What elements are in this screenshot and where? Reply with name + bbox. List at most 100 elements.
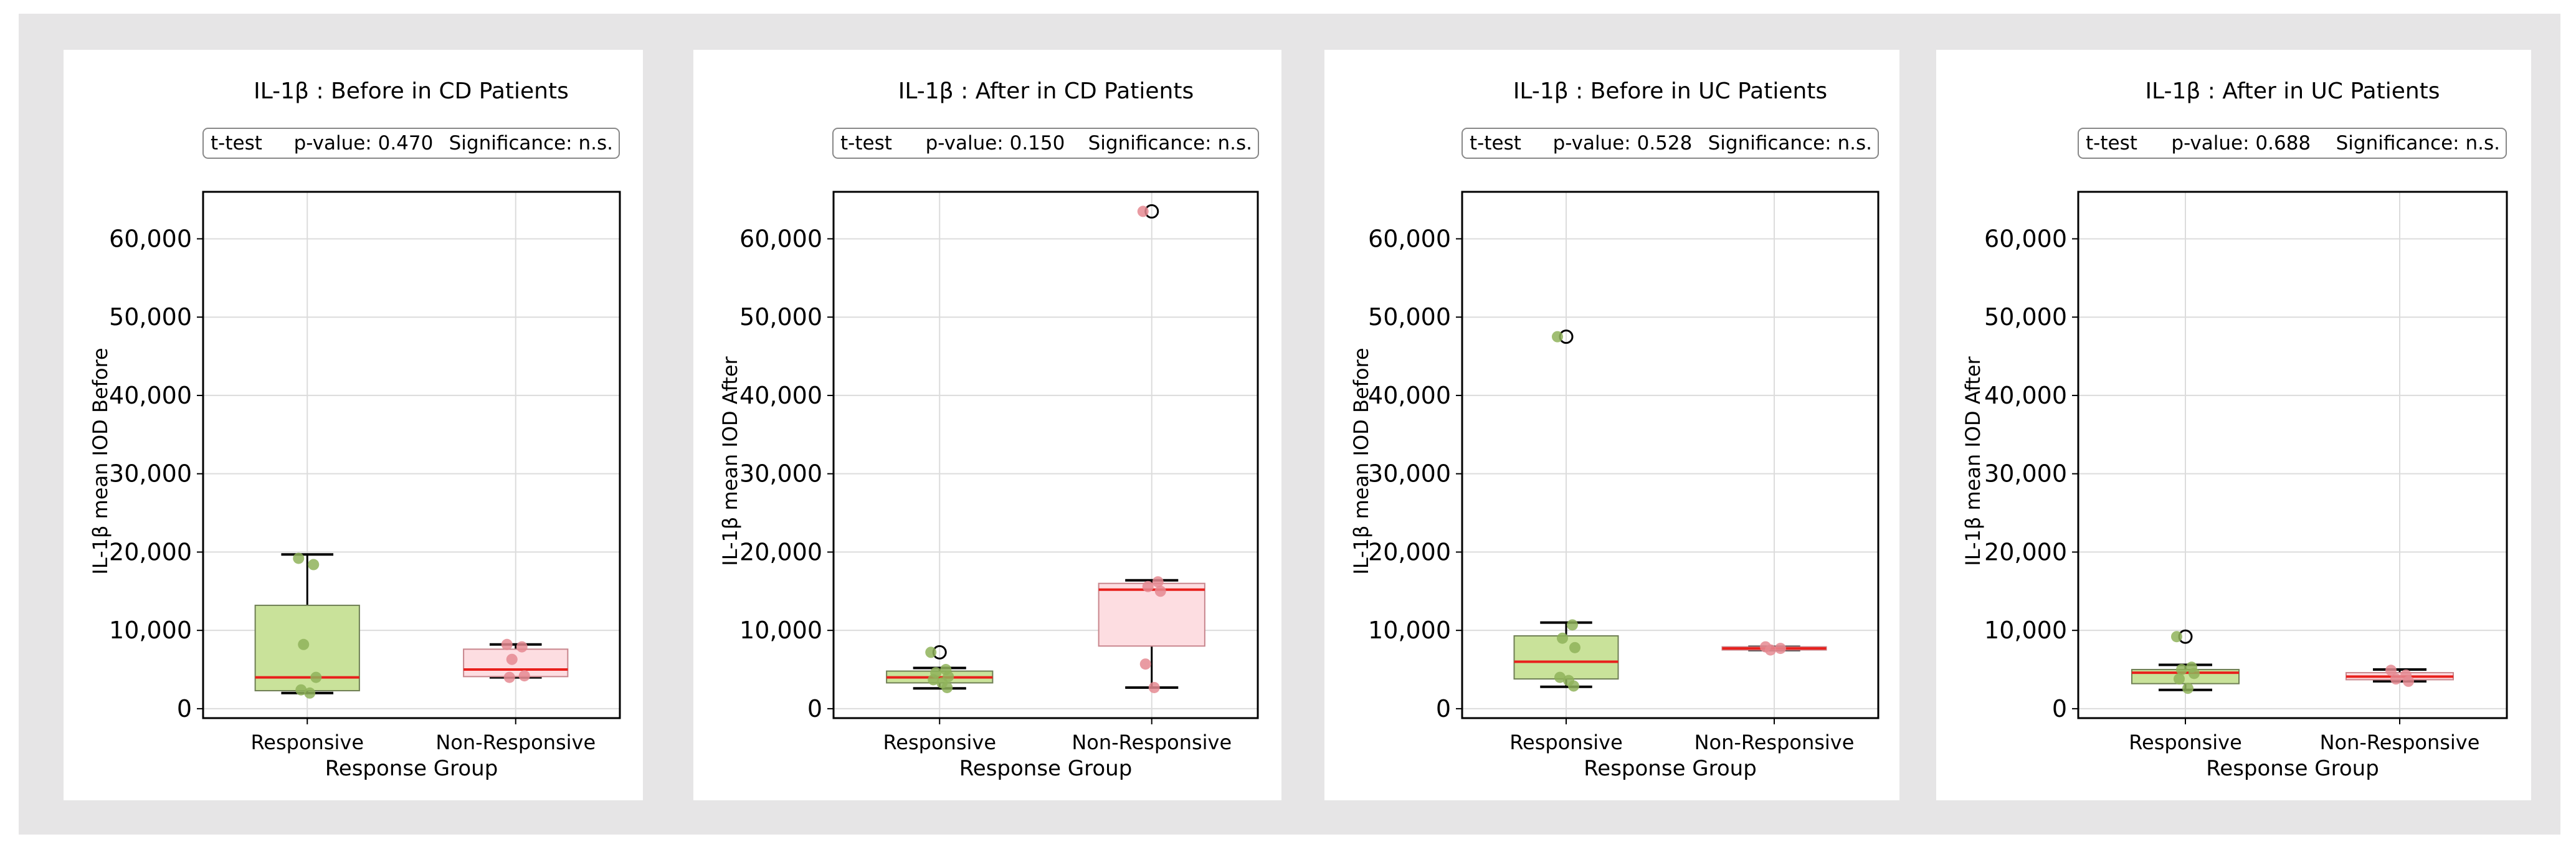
axes-frame [202,191,621,719]
x-axis-label: Response Group [2206,756,2379,781]
responsive-data-point [1557,632,1568,644]
non-responsive-data-point [503,671,515,683]
responsive-data-point [298,638,310,650]
non-responsive-data-point [1137,206,1149,217]
responsive-data-point [925,646,937,658]
y-tick-label: 40,000 [109,382,192,409]
y-axis-label: IL-1β mean IOD After [718,356,742,566]
non-responsive-data-point [2403,675,2414,687]
responsive-data-point [1569,641,1580,653]
responsive-data-point [295,684,307,696]
x-axis-label: Response Group [325,756,498,781]
x-tick-label: Responsive [2129,731,2242,754]
y-tick-label: 10,000 [1368,617,1451,644]
non-responsive-data-point [1139,658,1151,670]
non-responsive-box [1098,582,1205,647]
y-tick-label: 40,000 [1368,382,1451,409]
stats-p-value: p-value: 0.688 [2171,132,2311,154]
x-tick-label: Non-Responsive [1694,731,1855,754]
x-axis-label: Response Group [1584,756,1757,781]
responsive-data-point [1554,671,1566,683]
responsive-data-point [304,687,316,699]
chart-title: IL-1β : After in UC Patients [2145,78,2440,104]
responsive-data-point [1567,619,1578,631]
responsive-data-point [310,671,322,683]
stats-test-label: t-test [1470,132,1521,154]
non-responsive-data-point [1148,681,1160,693]
x-axis-label: Response Group [959,756,1133,781]
responsive-data-point [941,681,953,693]
stats-significance: Significance: n.s. [449,132,613,154]
x-tick-label: Responsive [1509,731,1623,754]
boxplot-uc-before: IL-1β : Before in UC Patients t-test p-val… [1349,78,1880,781]
chart-title: IL-1β : Before in CD Patients [254,78,569,104]
plot-area [2078,192,2507,718]
y-tick-label: 40,000 [739,382,822,409]
y-tick-label: 50,000 [1984,303,2067,331]
axes-frame [1461,191,1880,719]
stats-significance: Significance: n.s. [1708,132,1872,154]
boxplot-cd-before: IL-1β : Before in CD Patients t-test p-val… [88,78,621,781]
panel-uc-before: IL-1β : Before in UC Patients t-test p-val… [1324,50,1899,800]
x-tick-label: Responsive [883,731,996,754]
non-responsive-data-point [501,638,513,650]
y-axis-label: IL-1β mean IOD Before [1349,348,1373,574]
y-axis-label: IL-1β mean IOD After [1961,356,1985,566]
non-responsive-data-point [1765,644,1776,656]
y-tick-label: 60,000 [1368,225,1451,252]
responsive-data-point [2182,683,2193,694]
y-tick-label: 10,000 [739,617,822,644]
y-tick-label: 50,000 [109,303,192,331]
non-responsive-data-point [1152,576,1164,588]
y-tick-label: 30,000 [739,460,822,488]
stats-significance: Significance: n.s. [2336,132,2500,154]
y-tick-label: 60,000 [109,225,192,252]
y-tick-label: 20,000 [739,538,822,566]
responsive-data-point [2189,668,2200,679]
boxplot-uc-after: IL-1β : After in UC Patients t-test p-valu… [1961,78,2508,781]
axes-frame [2077,191,2508,719]
responsive-data-point [2174,673,2185,685]
responsive-data-point [2171,631,2182,643]
non-responsive-data-point [1154,585,1166,597]
non-responsive-data-point [1142,580,1154,592]
y-tick-label: 0 [807,695,822,722]
stats-box [202,128,620,159]
y-tick-label: 10,000 [1984,617,2067,644]
panel-uc-after: IL-1β : After in UC Patients t-test p-valu… [1936,50,2531,800]
y-tick-label: 40,000 [1984,382,2067,409]
x-tick-label: Responsive [250,731,364,754]
y-tick-label: 30,000 [1368,460,1451,488]
responsive-data-point [308,559,320,570]
y-tick-label: 50,000 [1368,303,1451,331]
stats-significance: Significance: n.s. [1088,132,1252,154]
x-tick-label: Non-Responsive [1072,731,1232,754]
responsive-data-point [1568,680,1579,692]
y-tick-label: 50,000 [739,303,822,331]
stats-box [832,128,1259,159]
non-responsive-data-point [2385,665,2397,676]
y-tick-label: 60,000 [739,225,822,252]
responsive-data-point [928,674,939,686]
boxplot-cd-after: IL-1β : After in CD Patients t-test p-valu… [718,78,1259,781]
y-tick-label: 20,000 [109,538,192,566]
panel-cd-after: IL-1β : After in CD Patients t-test p-valu… [693,50,1281,800]
responsive-data-point [2176,664,2187,676]
non-responsive-data-point [2390,673,2402,685]
responsive-box [1513,635,1619,680]
y-tick-label: 20,000 [1368,538,1451,566]
stats-test-label: t-test [2086,132,2137,154]
y-tick-label: 0 [2052,695,2067,722]
non-responsive-data-point [518,670,530,682]
y-tick-label: 0 [177,695,192,722]
stats-test-label: t-test [211,132,262,154]
non-responsive-data-point [1775,643,1786,655]
non-responsive-data-point [506,653,518,665]
y-tick-label: 30,000 [109,460,192,488]
axes-frame [832,191,1259,719]
y-tick-label: 10,000 [109,617,192,644]
stats-p-value: p-value: 0.470 [294,132,434,154]
y-tick-label: 20,000 [1984,538,2067,566]
non-responsive-box [463,648,569,678]
